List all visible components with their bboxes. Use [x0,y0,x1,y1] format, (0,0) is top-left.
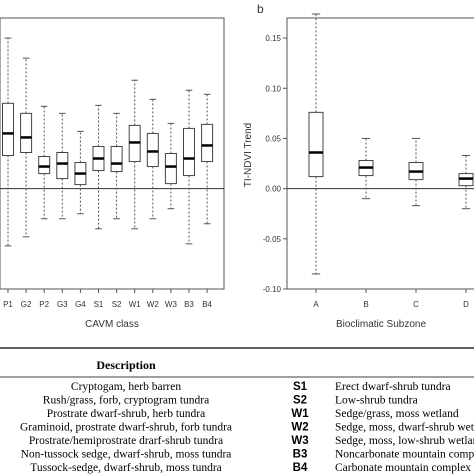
y-tick-label: 0.05 [265,134,281,143]
y-tick-label: -0.05 [263,235,282,244]
x-tick-label-G2: G2 [21,300,32,309]
box-B4 [201,93,214,225]
x-tick-label-B: B [363,300,368,309]
y-tick-label: 0.10 [265,84,281,93]
iqr-box [308,111,324,178]
panel-b-label: b [257,2,264,16]
table-right-row: Erect dwarf-shrub tundra [335,381,451,393]
iqr-box [146,132,159,168]
table-left-row: Non-tussock sedge, dwarf-shrub, moss tun… [21,449,232,461]
table-left-column: Cryptogam, herb barren Rush/grass, forb, … [20,381,232,474]
box-P1 [2,37,14,247]
panel-b-x-ticks: A B C D [313,289,469,309]
x-tick-label-D: D [463,300,469,309]
panel-a-plot-frame [0,17,225,290]
table-code-W2: W2 [291,422,308,434]
table-right-row: Low-shrub tundra [335,395,418,407]
table-code-W3: W3 [291,435,308,447]
box-W1 [128,79,141,230]
table-left-row: Rush/grass, forb, cryptogram tundra [43,395,209,407]
panel-b-plot-frame [286,17,474,290]
x-tick-label-G4: G4 [75,300,86,309]
x-tick-label-W1: W1 [129,300,142,309]
iqr-box [20,112,33,153]
table-left-row: Tussock-sedge, dwarf-shrub, moss tundra [30,462,222,474]
x-tick-label-G3: G3 [57,300,68,309]
table-code-S1: S1 [293,381,308,393]
table-left-row: Prostrate dwarf-shrub, herb tundra [47,408,205,420]
table-right-row: Noncarbonate mountain complex [335,449,474,461]
x-tick-label-B3: B3 [184,300,194,309]
box-G2 [20,57,33,238]
panel-b-y-ticks: 0.15 0.10 0.05 0.00 -0.05 -0.10 [263,34,287,294]
table-code-B3: B3 [293,449,308,461]
table-left-row: Cryptogam, herb barren [71,381,181,393]
panel-b: b 0.15 0.10 0.05 0.00 -0.05 -0.10 TI-NDVI Tre… [243,2,474,330]
x-tick-label-S2: S2 [112,300,122,309]
y-tick-label: 0.15 [265,34,281,43]
table-header-description: Description [96,358,156,372]
box-P2 [38,105,51,220]
iqr-box [164,153,177,185]
panel-b-y-axis-label: TI-NDVI Trend [243,123,254,187]
table-left-row: Graminoid, prostrate dwarf-shrub, forb t… [20,422,232,434]
table-right-column: S1 Erect dwarf-shrub tundra S2 Low-shrub tu… [291,381,474,474]
table-code-S2: S2 [293,395,307,407]
table-left-row: Prostrate/hemiprostrate drarf-shrub tund… [29,435,223,447]
y-tick-label: 0.00 [265,185,281,194]
x-tick-label-A: A [313,300,319,309]
panel-a-x-axis-label: CAVM class [85,319,139,330]
x-tick-label-P1: P1 [3,300,13,309]
x-tick-label-S1: S1 [94,300,104,309]
x-tick-label-W2: W2 [147,300,160,309]
table-right-row: Sedge/grass, moss wetland [335,408,459,420]
y-tick-label: -0.10 [263,285,282,294]
table-right-row: Carbonate mountain complex [335,462,471,474]
panel-a: P1 G2 P2 G3 G4 S1 S2 W1 W2 W3 B3 B4 CAVM class [0,17,225,330]
x-tick-label-W3: W3 [165,300,178,309]
description-table: Description Cryptogam, herb barren Rush/g… [0,347,474,474]
box-D [458,155,474,210]
box-G4 [74,130,87,215]
panel-b-x-axis-label: Bioclimatic Subzone [336,319,426,330]
box-A [308,13,324,275]
panel-a-boxes [2,37,214,247]
box-W2 [146,98,159,220]
table-right-row: Sedge, moss, low-shrub wetland [335,435,474,447]
box-S1 [92,104,105,230]
iqr-box [201,123,214,163]
table-code-B4: B4 [293,462,308,474]
box-G3 [56,112,69,220]
iqr-box [2,102,14,157]
x-tick-label-C: C [413,300,419,309]
table-code-W1: W1 [291,408,309,420]
box-S2 [110,112,123,220]
box-B [358,137,374,200]
x-tick-label-B4: B4 [202,300,212,309]
iqr-box [110,145,123,173]
box-W3 [164,122,177,210]
box-B3 [183,89,195,245]
x-tick-label-P2: P2 [39,300,49,309]
iqr-box [38,156,51,175]
table-right-row: Sedge, moss, dwarf-shrub wetland [335,422,474,434]
iqr-box [56,151,69,180]
panel-b-boxes [308,13,474,275]
panel-a-x-ticks: P1 G2 P2 G3 G4 S1 S2 W1 W2 W3 B3 B4 [3,289,213,309]
box-C [408,137,424,207]
iqr-box [183,127,195,177]
